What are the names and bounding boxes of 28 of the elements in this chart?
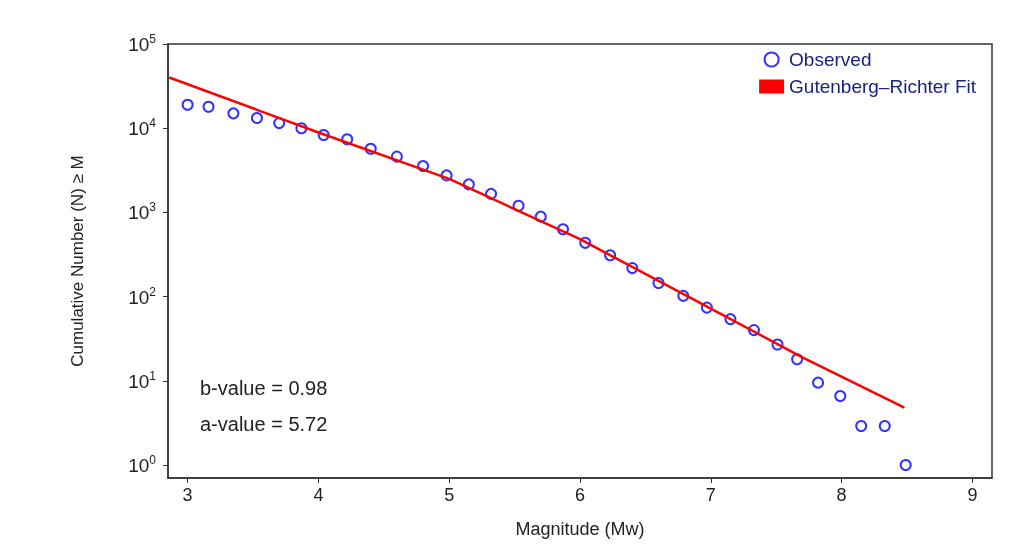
point xyxy=(250,112,263,125)
point xyxy=(855,420,868,433)
legend-label: Gutenberg–Richter Fit xyxy=(789,76,977,97)
y-tick-label: 10$^{1}$ xyxy=(128,369,156,393)
point xyxy=(899,458,912,471)
x-tick-label: 5 xyxy=(444,485,455,505)
legend-label: Observed xyxy=(789,49,872,70)
y-tick-label: 10$^{5}$ xyxy=(128,32,156,56)
point xyxy=(181,98,194,111)
point xyxy=(878,420,891,433)
x-tick-label: 6 xyxy=(574,485,586,505)
x-tick-label: 3 xyxy=(182,485,193,505)
y-tick-label: 10$^{2}$ xyxy=(128,284,156,309)
y-tick-label: 10$^{0}$ xyxy=(128,453,156,477)
x-tick-label: 7 xyxy=(705,485,716,505)
point xyxy=(812,376,825,389)
annotation: a-value = 5.72 xyxy=(200,413,328,435)
y-tick-label: 10$^{4}$ xyxy=(128,116,156,140)
point xyxy=(834,389,847,402)
y-tick-label: 10$^{3}$ xyxy=(128,200,156,225)
y-axis-title: Cumulative Number (N) ≥ M xyxy=(68,155,87,367)
x-tick-label: 4 xyxy=(313,485,324,505)
point xyxy=(202,100,215,113)
x-tick-label: 9 xyxy=(967,485,978,505)
x-axis-title: Magnitude (Mw) xyxy=(515,519,645,539)
annotation: b-value = 0.98 xyxy=(200,377,328,399)
x-tick-label: 8 xyxy=(836,485,847,505)
point xyxy=(227,107,240,120)
